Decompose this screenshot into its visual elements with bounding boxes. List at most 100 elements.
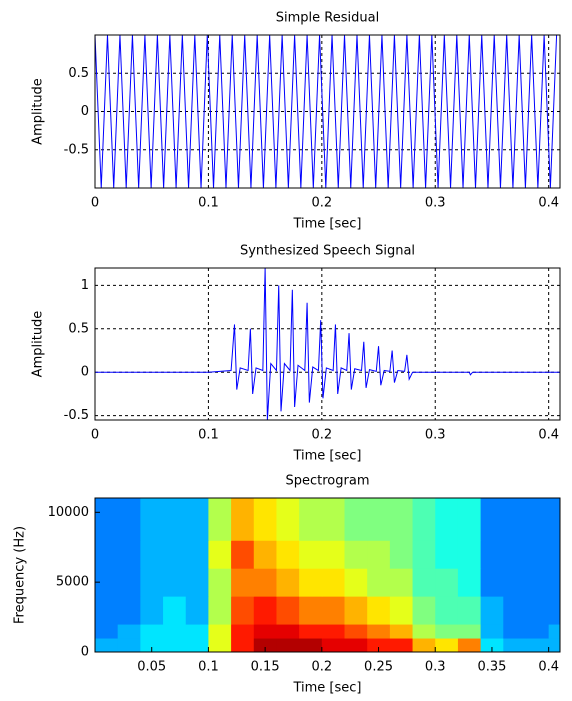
heat-cell [503,498,527,541]
heat-cell [412,596,436,625]
heat-cell [412,638,436,652]
heat-cell [140,638,164,652]
heat-cell [95,498,119,541]
heat-cell [548,638,560,652]
heat-cell [367,540,391,569]
heat-cell [525,568,550,597]
chart-title: Simple Residual [276,11,379,26]
x-tick-label: 0.05 [137,660,166,675]
x-tick-label: 0.2 [311,660,332,675]
heat-cell [276,568,300,597]
x-tick-label: 0.25 [364,660,393,675]
heat-cell [435,540,459,569]
heat-cell [253,540,277,569]
y-tick-label: -0.5 [64,142,89,157]
signal-line [95,268,560,420]
heat-cell [163,498,187,541]
heat-cell [367,498,391,541]
heat-cell [503,568,527,597]
heat-cell [140,498,164,541]
heat-cell [163,638,187,652]
x-tick-label: 0.1 [198,660,219,675]
y-tick-label: 10000 [48,505,89,520]
heat-cell [344,540,368,569]
heat-cell [253,596,277,625]
heat-cell [480,596,504,625]
heat-cell [457,568,482,597]
heat-cell [231,638,255,652]
y-tick-label: 5000 [56,575,89,590]
y-tick-label: 0.5 [68,66,89,81]
heat-cell [276,498,300,541]
heat-cell [117,498,141,541]
x-axis-label: Time [sec] [292,681,361,696]
heat-cell [208,596,232,625]
x-tick-label: 0.3 [425,428,446,443]
y-axis-label: Frequency (Hz) [13,526,28,624]
heat-cell [389,540,414,569]
y-tick-label: 0.5 [68,321,89,336]
heat-cell [389,498,414,541]
heat-cell [389,638,414,652]
heat-cell [231,596,255,625]
heat-cell [412,568,436,597]
heat-cell [525,638,550,652]
heat-cell [185,638,209,652]
axes-box [94,267,561,421]
heat-cell [163,596,187,625]
y-axis-label: Amplitude [31,311,46,378]
x-tick-label: 0.1 [198,196,219,211]
heat-cell [389,596,414,625]
x-tick-label: 0.15 [251,660,280,675]
x-axis-label: Time [sec] [292,449,361,464]
heat-cell [208,498,232,541]
y-axis-label: Amplitude [31,78,46,145]
heat-cell [321,638,346,652]
heat-cell [480,540,504,569]
heat-cell [344,498,368,541]
x-tick-label: 0.4 [538,428,559,443]
heat-cell [276,596,300,625]
heat-cell [299,568,323,597]
heat-cell [140,624,164,639]
heat-cell [457,498,482,541]
y-tick-label: 0 [81,365,89,380]
x-axis-label: Time [sec] [292,217,361,232]
heat-cell [435,638,459,652]
axes-box [94,34,561,189]
heat-cell [163,568,187,597]
x-tick-label: 0.3 [425,660,446,675]
heat-cell [276,624,300,639]
heat-cell [95,540,119,569]
x-tick-label: 0.4 [538,660,559,675]
heat-cell [435,568,459,597]
y-tick-label: 0 [81,104,89,119]
heat-cell [95,624,119,639]
heat-cell [208,540,232,569]
heat-cell [344,596,368,625]
heat-cell [367,596,391,625]
heat-cell [389,568,414,597]
heat-cell [163,624,187,639]
heat-cell [140,568,164,597]
heat-cell [95,638,119,652]
heat-cell [548,596,560,625]
heat-cell [435,596,459,625]
heat-cell [117,568,141,597]
heat-cell [457,596,482,625]
heat-cell [185,498,209,541]
heat-cell [367,624,391,639]
heat-cell [299,624,323,639]
heat-cell [321,596,346,625]
heat-cell [299,638,323,652]
signal-line [95,35,558,188]
heat-cell [435,624,459,639]
heat-cell [253,624,277,639]
heat-cell [367,638,391,652]
heat-cell [548,624,560,639]
heat-cell [231,540,255,569]
heat-cell [321,498,346,541]
heat-cell [185,568,209,597]
heat-cell [299,540,323,569]
heat-cell [253,498,277,541]
